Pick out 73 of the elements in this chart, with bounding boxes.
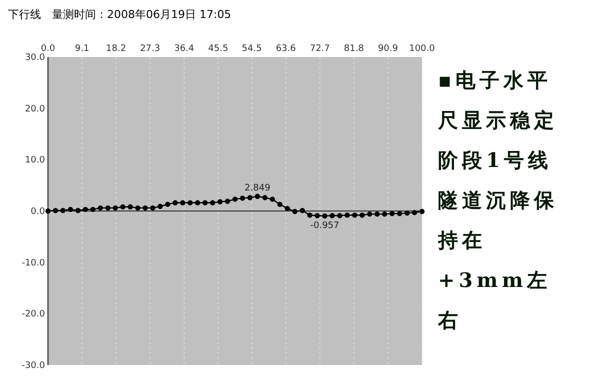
point: [52, 208, 58, 214]
x-tick-label: 63.6: [276, 44, 296, 54]
point: [105, 205, 110, 211]
x-tick-label: 81.8: [344, 44, 364, 54]
x-tick-label: 45.5: [208, 44, 228, 54]
point: [382, 211, 388, 217]
point: [284, 206, 290, 212]
y-tick-label: 30.0: [24, 53, 46, 63]
data-label: -0.957: [310, 220, 340, 231]
y-tick-label: -30.0: [22, 361, 46, 371]
point: [262, 195, 268, 200]
point: [240, 196, 246, 201]
point: [396, 210, 402, 216]
point: [292, 208, 298, 214]
point: [300, 208, 305, 214]
point: [389, 210, 395, 216]
data-label: 2.849: [244, 183, 271, 194]
point: [374, 211, 380, 217]
y-tick-label: -20.0: [22, 310, 46, 320]
point: [224, 198, 230, 204]
x-tick-label: 0.0: [40, 44, 56, 54]
point: [277, 202, 282, 207]
chart-title: 下行线 量测时间：2008年06月19日 17:05: [8, 8, 232, 21]
x-tick-label: 18.2: [106, 44, 126, 54]
point: [330, 213, 335, 218]
point: [344, 212, 350, 218]
point: [75, 208, 81, 214]
point: [202, 200, 208, 206]
point: [322, 213, 328, 219]
y-tick-label: -10.0: [22, 258, 46, 268]
x-tick-label: 9.1: [74, 44, 90, 54]
point: [217, 199, 223, 204]
point: [180, 200, 186, 206]
point: [165, 202, 170, 207]
point: [254, 194, 260, 199]
point: [419, 208, 425, 214]
point: [352, 212, 358, 218]
x-tick-label: 27.3: [140, 44, 160, 54]
point: [68, 206, 74, 212]
point: [210, 200, 216, 206]
point: [150, 205, 156, 211]
x-tick-label: 72.7: [310, 44, 330, 54]
point: [112, 205, 118, 211]
point: [195, 200, 200, 206]
point: [307, 212, 312, 218]
point: [128, 204, 133, 210]
point: [188, 200, 193, 206]
point: [270, 196, 275, 202]
x-tick-label: 100.0: [409, 44, 436, 54]
x-tick-label: 36.4: [174, 44, 194, 54]
point: [98, 205, 103, 211]
point: [120, 204, 126, 210]
point: [82, 206, 88, 212]
point: [135, 205, 140, 211]
point: [60, 208, 66, 214]
point: [90, 206, 96, 212]
y-tick-label: 0.0: [30, 207, 46, 217]
point: [247, 195, 253, 200]
point: [172, 200, 178, 206]
point: [360, 212, 365, 218]
y-tick-label: 10.0: [24, 156, 46, 166]
point: [337, 213, 342, 218]
point: [412, 210, 418, 216]
point: [404, 210, 410, 216]
x-tick-label: 54.5: [242, 44, 262, 54]
point: [45, 208, 51, 214]
y-tick-label: 20.0: [24, 104, 46, 114]
point: [232, 196, 238, 202]
point: [367, 211, 372, 217]
point: [142, 205, 148, 211]
point: [314, 213, 320, 218]
point: [158, 204, 163, 209]
x-tick-label: 90.9: [378, 44, 398, 54]
